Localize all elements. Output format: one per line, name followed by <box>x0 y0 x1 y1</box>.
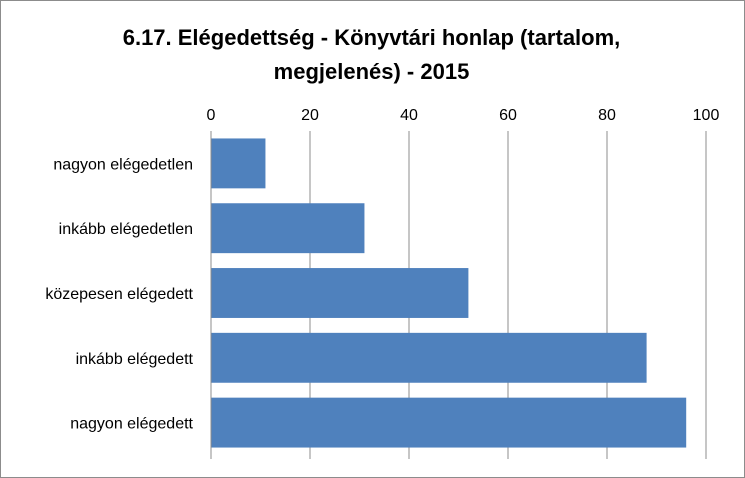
x-tick-label: 100 <box>693 107 720 124</box>
x-tick-label: 40 <box>400 107 418 124</box>
x-tick-label: 20 <box>301 107 319 124</box>
category-label: közepesen elégedett <box>45 286 193 303</box>
category-label: nagyon elégedetlen <box>53 156 193 173</box>
chart-title-line-2: megjelenés) - 2015 <box>273 59 470 84</box>
x-tick-label: 0 <box>207 107 216 124</box>
x-tick-label: 60 <box>499 107 517 124</box>
category-label: inkább elégedetlen <box>59 221 193 238</box>
category-label: inkább elégedett <box>76 351 194 368</box>
category-labels: nagyon elégedetlen inkább elégedetlen köze… <box>45 156 193 432</box>
bar-0 <box>211 138 266 189</box>
x-axis-tick-labels: 0 20 40 60 80 100 <box>207 107 720 124</box>
bar-2 <box>211 268 469 318</box>
bar-1 <box>211 203 365 254</box>
bar-3 <box>211 332 647 383</box>
category-label: nagyon elégedett <box>70 416 193 433</box>
bar-4 <box>211 397 687 448</box>
bars <box>211 138 687 448</box>
x-tick-label: 80 <box>598 107 616 124</box>
chart-title-line-1: 6.17. Elégedettség - Könyvtári honlap (t… <box>122 25 621 50</box>
